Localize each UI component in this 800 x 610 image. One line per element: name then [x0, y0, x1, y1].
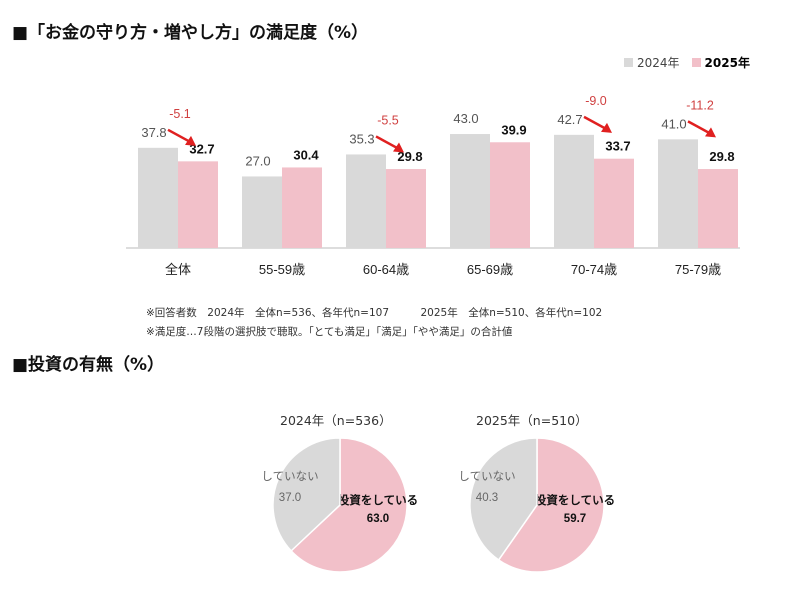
bar-2024年-55-59歳 [242, 176, 282, 248]
bar-2024年-75-79歳 [658, 139, 698, 248]
legend-label-2024: 2024年 [637, 56, 680, 70]
data-label: 33.7 [605, 139, 630, 154]
pie-slice-not-investing [469, 437, 538, 561]
note-definition: ※満足度…7段階の選択肢で聴取。「とても満足」「満足」「やや満足」の合計値 [146, 326, 513, 338]
pie-slice-investing [497, 437, 605, 573]
data-label: 41.0 [661, 116, 686, 131]
x-tick-label: 60-64歳 [363, 262, 409, 277]
bar-2025年-55-59歳 [282, 167, 322, 248]
x-tick-label: 70-74歳 [571, 262, 617, 277]
slice-value: 63.0 [367, 513, 389, 525]
pie-charts: 投資をしている 63.0 していない 37.0 投資をしている 59.7 していない 40.3 [261, 437, 615, 573]
down-arrow-icon [583, 115, 607, 130]
legend: 2024年 2025年 [624, 54, 750, 71]
down-arrow-icon [167, 128, 191, 143]
data-label: 29.8 [709, 149, 734, 164]
data-label: 27.0 [245, 153, 270, 168]
change-label: -9.0 [585, 94, 607, 108]
slice-value: 37.0 [279, 492, 301, 504]
down-arrow-icon [687, 120, 711, 135]
bar-2024年-全体 [138, 147, 178, 248]
data-label: 43.0 [453, 111, 478, 126]
arrowhead-icon [705, 127, 716, 138]
legend-swatch-2024 [624, 58, 633, 67]
change-label: -5.5 [377, 113, 399, 127]
pie-slice-investing [290, 437, 408, 573]
data-label: 39.9 [501, 122, 526, 137]
bar-chart: 37.8 32.7 全体 -5.1 27.0 30.4 55-59歳 35.3 29.8 60-6… [126, 94, 740, 277]
arrowhead-icon [185, 135, 196, 146]
data-label: 42.7 [557, 112, 582, 127]
x-tick-label: 55-59歳 [259, 262, 305, 277]
chart-title-investment: ■投資の有無（%） [12, 355, 165, 375]
data-label: 37.8 [141, 125, 166, 140]
down-arrow-icon [375, 135, 399, 150]
legend-swatch-2025 [691, 58, 701, 67]
pie-slice-not-investing [272, 437, 341, 552]
bar-2025年-70-74歳 [594, 158, 634, 248]
x-tick-label: 75-79歳 [675, 262, 721, 277]
bar-2025年-全体 [178, 161, 218, 248]
pie-title-2025: 2025年（n=510） [476, 413, 588, 428]
arrowhead-icon [601, 122, 612, 133]
change-label: -11.2 [686, 98, 714, 112]
note-respondents: ※回答者数 2024年 全体n=536、各年代n=107 2025年 全体n=5… [146, 307, 603, 319]
x-tick-label: 全体 [165, 262, 191, 277]
slice-label: していない [458, 470, 515, 483]
arrowhead-icon [393, 142, 404, 153]
bar-2024年-70-74歳 [554, 134, 594, 248]
pie-title-2024: 2024年（n=536） [280, 413, 392, 428]
data-label: 29.8 [397, 149, 422, 164]
slice-label: 投資をしている [338, 493, 418, 507]
slice-value: 59.7 [564, 513, 586, 525]
bar-2024年-65-69歳 [450, 134, 490, 248]
data-label: 30.4 [293, 147, 319, 162]
chart-title-satisfaction: ■「お金の守り方・増やし方」の満足度（%） [12, 23, 369, 43]
change-label: -5.1 [169, 107, 191, 121]
data-label: 35.3 [349, 131, 374, 146]
legend-label-2025: 2025年 [704, 56, 750, 70]
slice-label: していない [261, 470, 318, 483]
slice-label: 投資をしている [535, 493, 615, 507]
bar-2024年-60-64歳 [346, 154, 386, 248]
bar-2025年-65-69歳 [490, 142, 530, 248]
bar-2025年-75-79歳 [698, 169, 738, 248]
x-tick-label: 65-69歳 [467, 262, 513, 277]
data-label: 32.7 [189, 141, 214, 156]
bar-2025年-60-64歳 [386, 169, 426, 248]
slice-value: 40.3 [476, 492, 498, 504]
